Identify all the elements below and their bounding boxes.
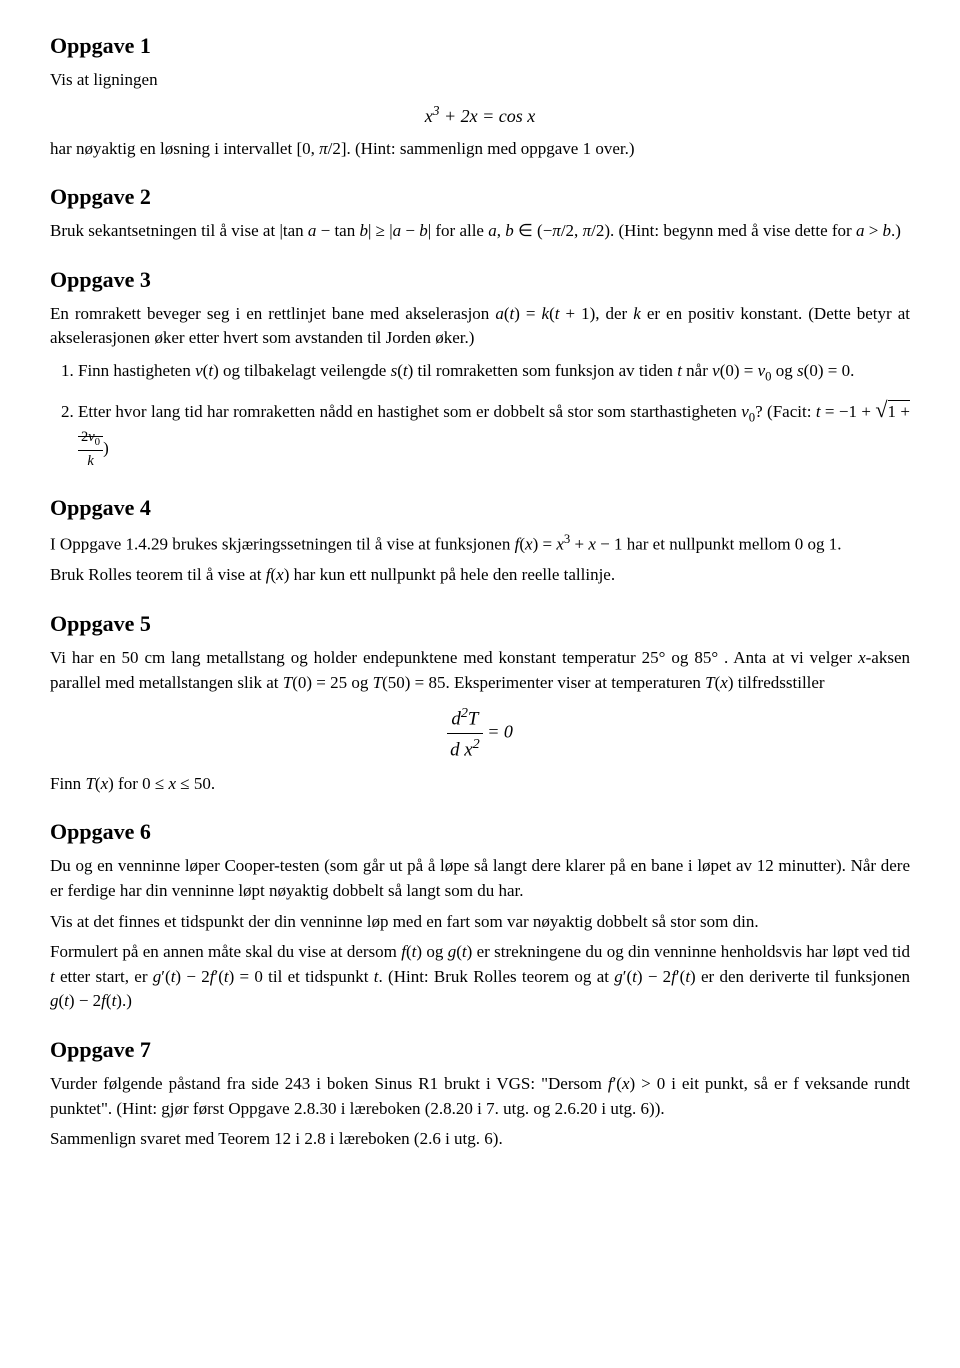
oppgave6-p1: Du og en venninne løper Cooper-testen (s… bbox=[50, 854, 910, 903]
heading-oppgave3: Oppgave 3 bbox=[50, 264, 910, 296]
oppgave1-line2: har nøyaktig en løsning i intervallet [0… bbox=[50, 137, 910, 162]
heading-oppgave2: Oppgave 2 bbox=[50, 181, 910, 213]
oppgave2-text: Bruk sekantsetningen til å vise at |tan … bbox=[50, 219, 910, 244]
oppgave3-list: Finn hastigheten v(t) og tilbakelagt vei… bbox=[50, 359, 910, 472]
oppgave3-item1: Finn hastigheten v(t) og tilbakelagt vei… bbox=[78, 359, 910, 386]
oppgave6-p2: Vis at det finnes et tidspunkt der din v… bbox=[50, 910, 910, 935]
heading-oppgave5: Oppgave 5 bbox=[50, 608, 910, 640]
heading-oppgave4: Oppgave 4 bbox=[50, 492, 910, 524]
oppgave4-p2: Bruk Rolles teorem til å vise at f(x) ha… bbox=[50, 563, 910, 588]
oppgave4-p1: I Oppgave 1.4.29 brukes skjæringssetning… bbox=[50, 530, 910, 557]
heading-oppgave1: Oppgave 1 bbox=[50, 30, 910, 62]
heading-oppgave7: Oppgave 7 bbox=[50, 1034, 910, 1066]
oppgave3-intro: En romrakett beveger seg i en rettlinjet… bbox=[50, 302, 910, 351]
oppgave7-p1: Vurder følgende påstand fra side 243 i b… bbox=[50, 1072, 910, 1121]
oppgave3-item2: Etter hvor lang tid har romraketten nådd… bbox=[78, 394, 910, 472]
oppgave1-equation: x3 + 2x = cos x bbox=[50, 101, 910, 129]
oppgave6-p3: Formulert på en annen måte skal du vise … bbox=[50, 940, 910, 1014]
oppgave1-line1: Vis at ligningen bbox=[50, 68, 910, 93]
oppgave5-p2: Finn T(x) for 0 ≤ x ≤ 50. bbox=[50, 772, 910, 797]
oppgave5-p1: Vi har en 50 cm lang metallstang og hold… bbox=[50, 646, 910, 695]
heading-oppgave6: Oppgave 6 bbox=[50, 816, 910, 848]
oppgave7-p2: Sammenlign svaret med Teorem 12 i 2.8 i … bbox=[50, 1127, 910, 1152]
oppgave5-equation: d2T d x2 = 0 bbox=[50, 703, 910, 763]
